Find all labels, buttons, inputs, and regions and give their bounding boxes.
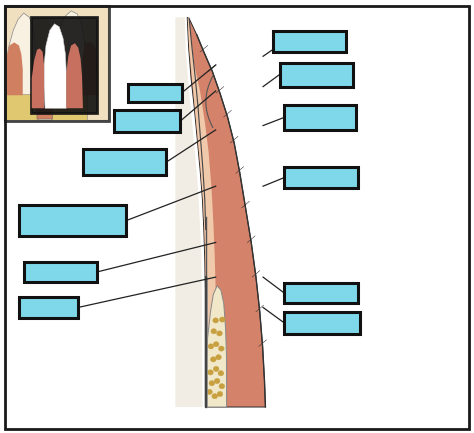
Bar: [284, 312, 360, 334]
Circle shape: [210, 357, 216, 362]
Bar: [284, 105, 356, 130]
Circle shape: [213, 366, 219, 372]
Circle shape: [209, 381, 215, 386]
Bar: [19, 205, 126, 236]
Polygon shape: [37, 54, 53, 119]
Bar: [280, 63, 353, 87]
Polygon shape: [175, 17, 202, 407]
Polygon shape: [32, 48, 44, 108]
Polygon shape: [66, 43, 83, 108]
Circle shape: [208, 344, 214, 349]
Circle shape: [216, 355, 221, 360]
Polygon shape: [206, 286, 227, 407]
Bar: [83, 149, 166, 175]
Circle shape: [218, 371, 224, 376]
Bar: [5, 6, 109, 121]
Circle shape: [208, 370, 213, 375]
Circle shape: [217, 391, 223, 397]
Circle shape: [217, 331, 222, 336]
Bar: [128, 84, 182, 102]
Polygon shape: [44, 24, 66, 108]
Circle shape: [219, 346, 224, 351]
Polygon shape: [188, 17, 216, 407]
Circle shape: [213, 342, 219, 347]
Bar: [19, 297, 78, 318]
Polygon shape: [6, 42, 23, 95]
Circle shape: [207, 389, 212, 394]
Circle shape: [211, 329, 217, 334]
Circle shape: [212, 394, 218, 399]
Circle shape: [219, 384, 225, 389]
Polygon shape: [82, 42, 98, 95]
Circle shape: [219, 317, 225, 322]
Polygon shape: [187, 17, 265, 407]
Circle shape: [214, 378, 220, 384]
Bar: [273, 31, 346, 52]
Bar: [284, 167, 358, 188]
Bar: [284, 283, 358, 303]
Polygon shape: [6, 13, 36, 119]
Bar: [24, 262, 97, 282]
Bar: [6, 94, 38, 120]
Bar: [5, 6, 109, 121]
Polygon shape: [52, 11, 87, 119]
Bar: [51, 94, 87, 120]
Circle shape: [213, 318, 219, 323]
Bar: [31, 17, 97, 113]
Bar: [114, 110, 180, 132]
